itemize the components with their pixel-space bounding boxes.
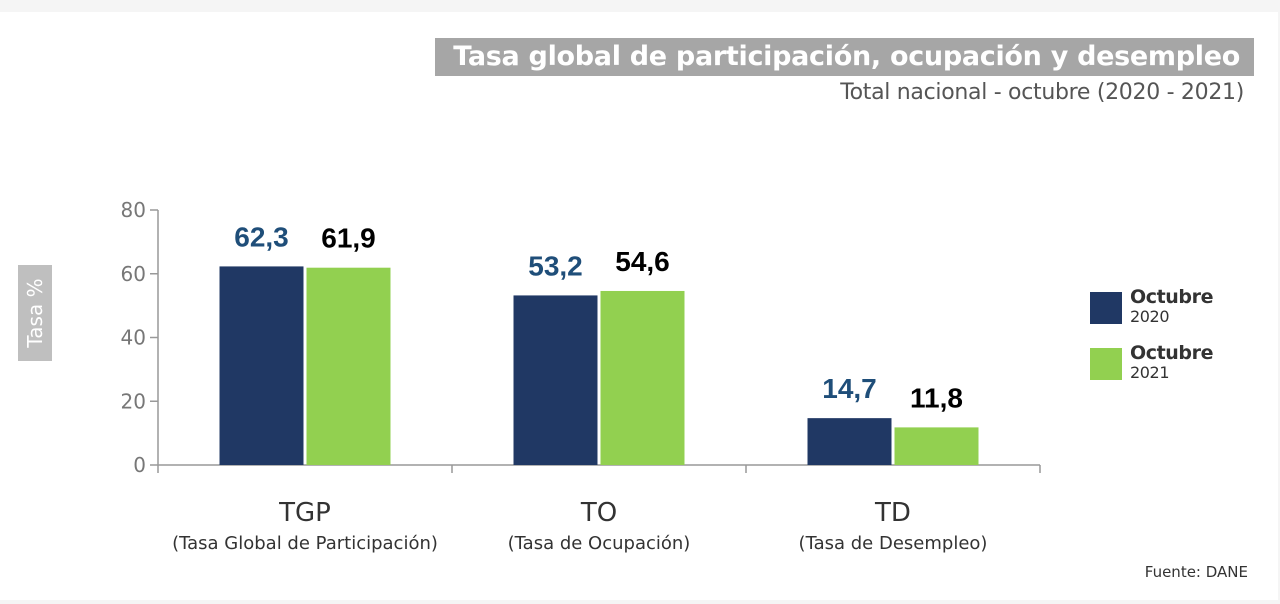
data-label-to-2021: 54,6: [615, 246, 670, 277]
data-label-to-2020: 53,2: [528, 250, 583, 281]
bar-td-2020: [807, 418, 892, 465]
legend-label-2021-line1: Octubre: [1130, 342, 1214, 364]
x-category-description: (Tasa de Desempleo): [799, 533, 988, 554]
bar-to-2021: [600, 290, 685, 465]
bar-tgp-2020: [219, 266, 304, 465]
data-label-td-2020: 14,7: [822, 373, 877, 404]
y-tick-label: 80: [121, 198, 146, 222]
data-label-tgp-2021: 61,9: [321, 223, 376, 254]
y-tick-label: 20: [121, 389, 146, 413]
y-tick-label: 0: [133, 453, 146, 477]
bar-td-2021: [894, 427, 979, 465]
x-category-label: TD: [874, 498, 911, 528]
legend-label-2021-line2: 2021: [1130, 363, 1170, 382]
y-tick-label: 40: [121, 326, 146, 350]
legend-label-2020-line2: 2020: [1130, 307, 1170, 326]
chart-subtitle: Total nacional - octubre (2020 - 2021): [840, 80, 1244, 105]
y-axis-label-box: [18, 265, 52, 361]
x-category-description: (Tasa Global de Participación): [172, 533, 438, 554]
y-tick-label: 60: [121, 262, 146, 286]
legend-label-2021: Octubre 2021: [1130, 342, 1213, 382]
bar-tgp-2021: [306, 267, 391, 465]
source-note: Fuente: DANE: [1144, 563, 1248, 581]
legend-label-2020-line1: Octubre: [1130, 286, 1214, 308]
x-category-description: (Tasa de Ocupación): [508, 533, 691, 554]
x-category-label: TGP: [278, 498, 331, 528]
legend-swatch-2020: [1090, 292, 1122, 324]
chart-title: Tasa global de participación, ocupación …: [435, 38, 1254, 76]
data-label-tgp-2020: 62,3: [234, 221, 289, 252]
legend-label-2020: Octubre 2020: [1130, 286, 1213, 326]
bar-to-2020: [513, 295, 598, 465]
legend-swatch-2021: [1090, 348, 1122, 380]
x-category-label: TO: [580, 498, 617, 528]
data-label-td-2021: 11,8: [910, 382, 963, 413]
